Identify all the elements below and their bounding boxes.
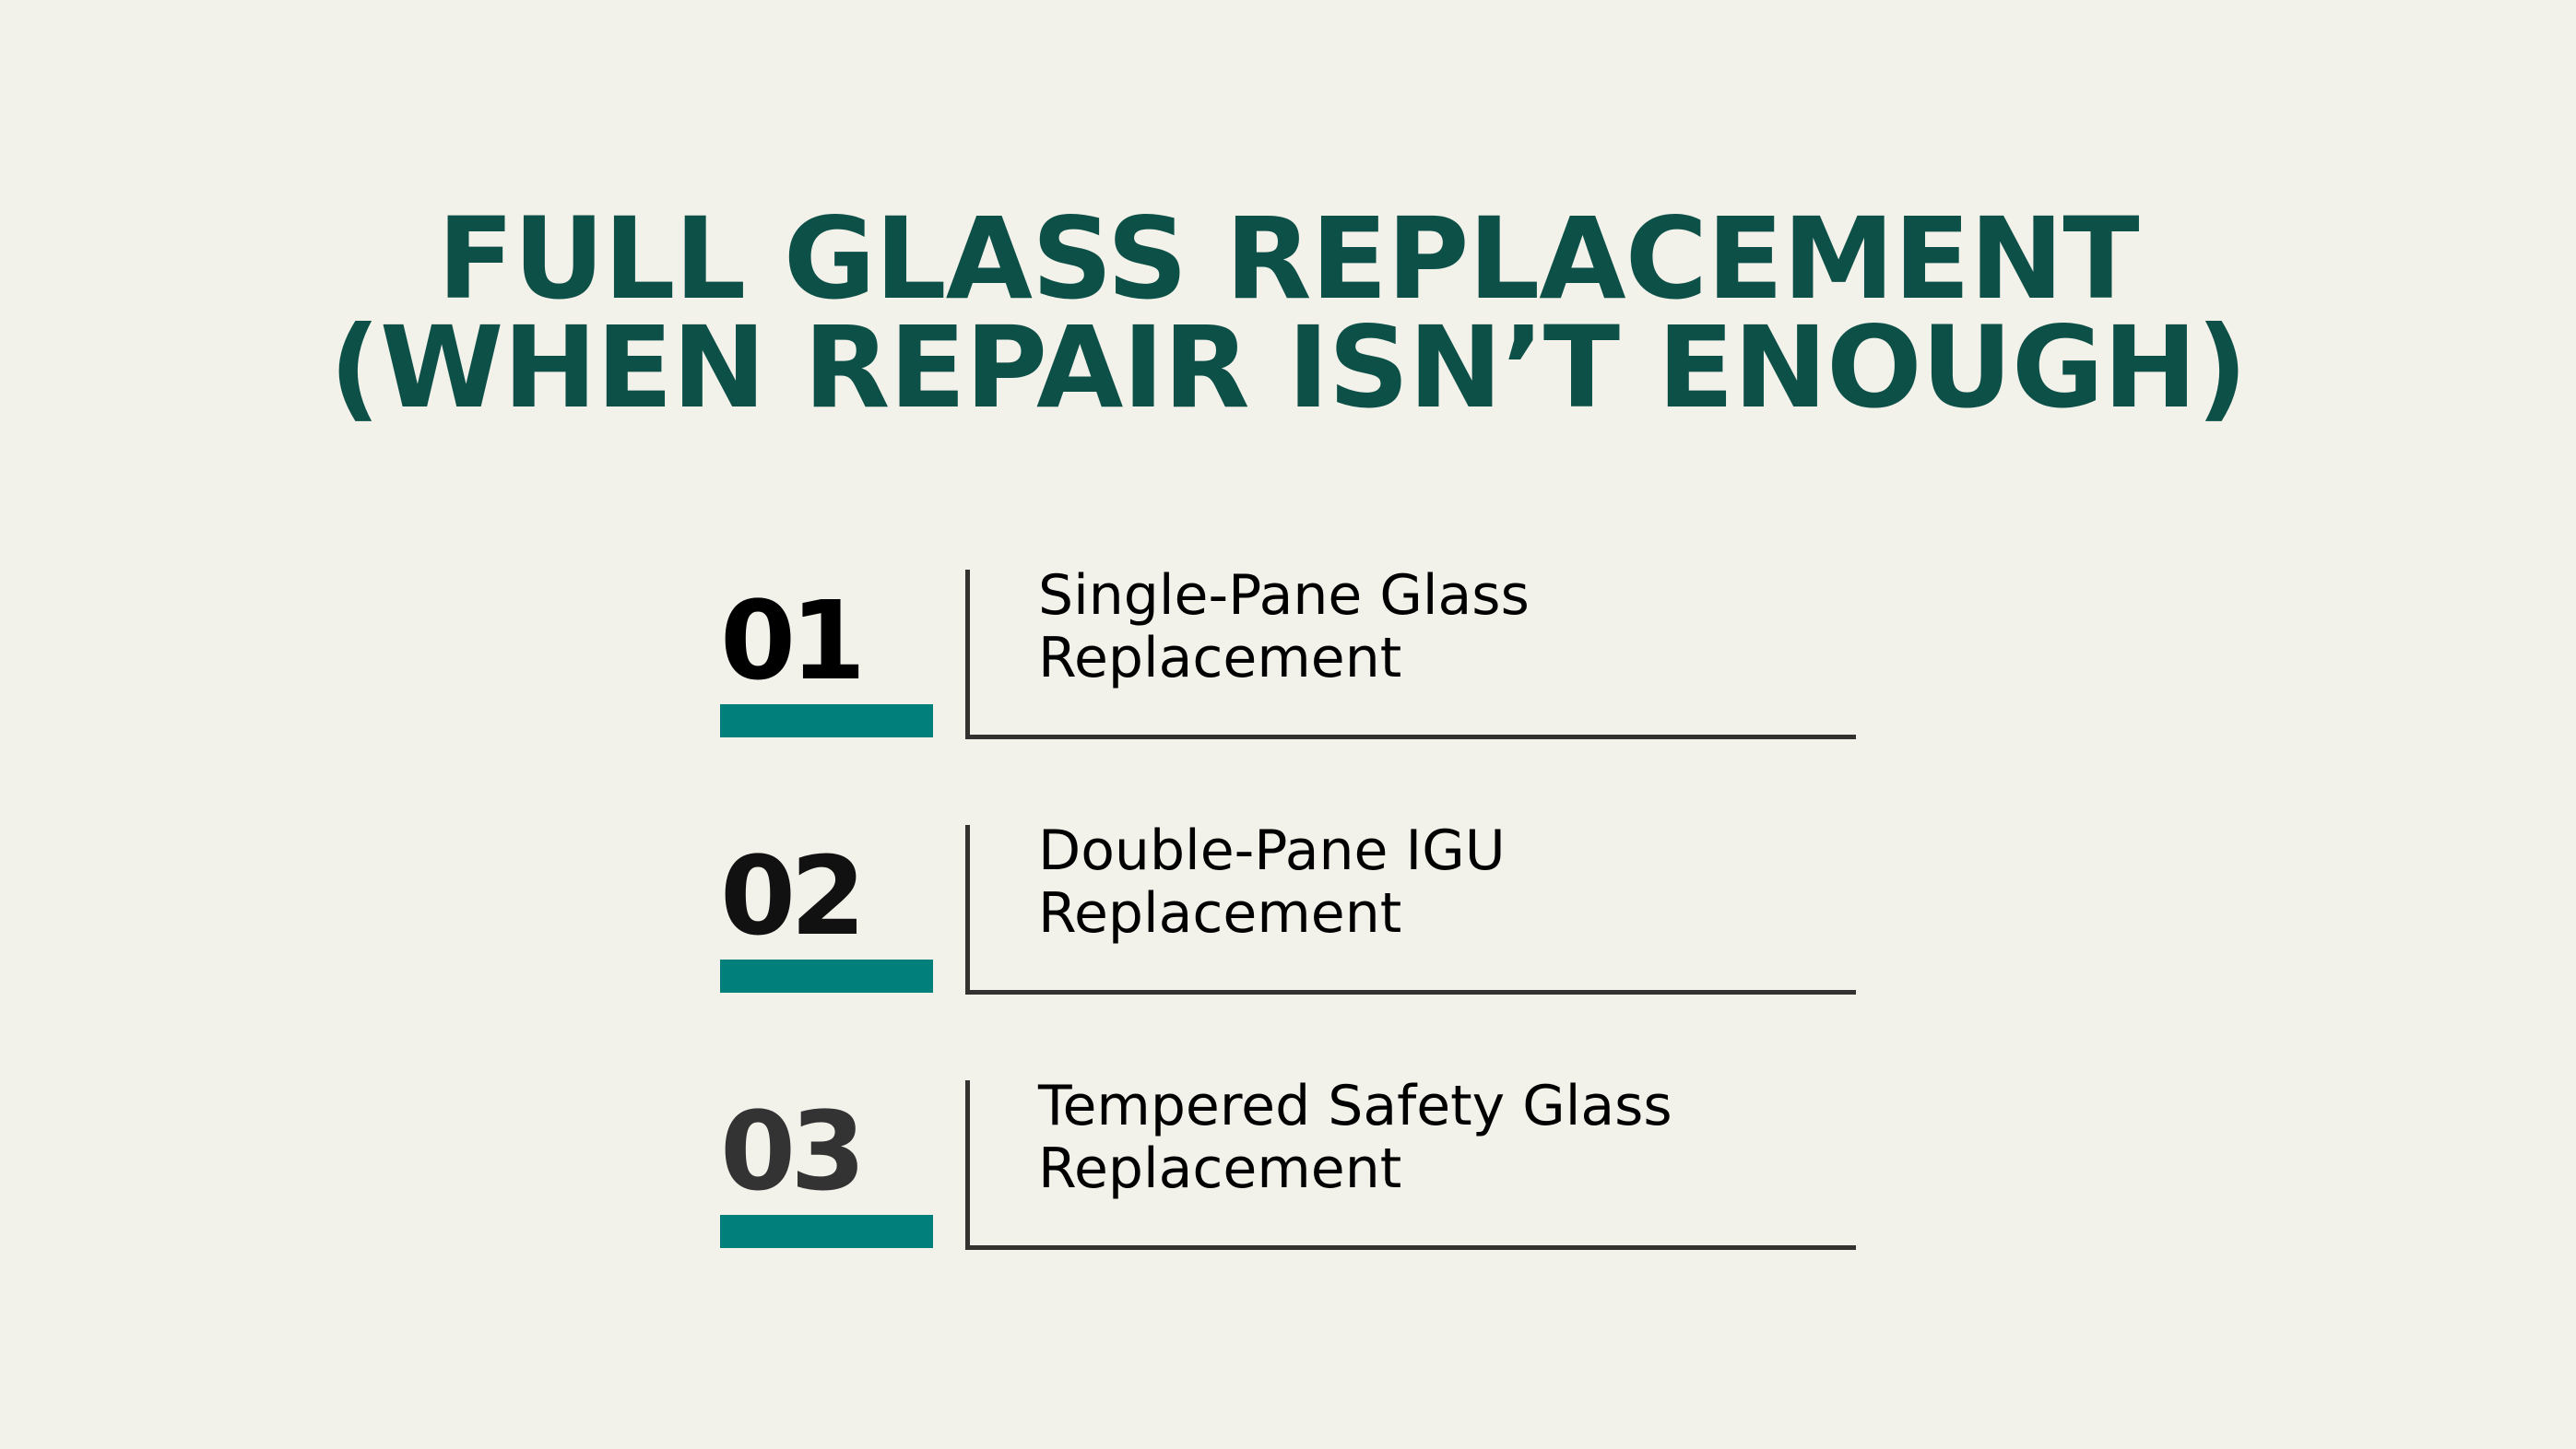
- accent-bar: [720, 704, 933, 737]
- item-label: Double-Pane IGU Replacement: [1038, 819, 1506, 945]
- item-label: Tempered Safety Glass Replacement: [1038, 1075, 1672, 1200]
- item-label-line-1: Double-Pane IGU: [1038, 819, 1506, 883]
- item-label-line-1: Single-Pane Glass: [1038, 563, 1530, 628]
- horizontal-divider: [965, 990, 1856, 995]
- vertical-divider: [965, 825, 970, 995]
- list-item: 01 Single-Pane Glass Replacement: [720, 564, 1856, 745]
- accent-bar: [720, 960, 933, 993]
- item-number: 02: [720, 832, 866, 960]
- item-label-line-2: Replacement: [1038, 881, 1402, 946]
- item-label-line-2: Replacement: [1038, 1137, 1402, 1201]
- list-item: 02 Double-Pane IGU Replacement: [720, 819, 1856, 1000]
- vertical-divider: [965, 570, 970, 739]
- vertical-divider: [965, 1080, 970, 1250]
- item-label-line-1: Tempered Safety Glass: [1038, 1074, 1672, 1138]
- page-title: FULL GLASS REPLACEMENT (WHEN REPAIR ISN’…: [0, 194, 2576, 433]
- horizontal-divider: [965, 1245, 1856, 1250]
- title-line-2: (WHEN REPAIR ISN’T ENOUGH): [329, 302, 2248, 433]
- horizontal-divider: [965, 735, 1856, 739]
- list-item: 03 Tempered Safety Glass Replacement: [720, 1075, 1856, 1255]
- item-number: 01: [720, 577, 866, 704]
- item-number: 03: [720, 1088, 866, 1215]
- accent-bar: [720, 1215, 933, 1248]
- item-label: Single-Pane Glass Replacement: [1038, 564, 1530, 689]
- item-label-line-2: Replacement: [1038, 626, 1402, 690]
- title-line-1: FULL GLASS REPLACEMENT: [437, 194, 2139, 324]
